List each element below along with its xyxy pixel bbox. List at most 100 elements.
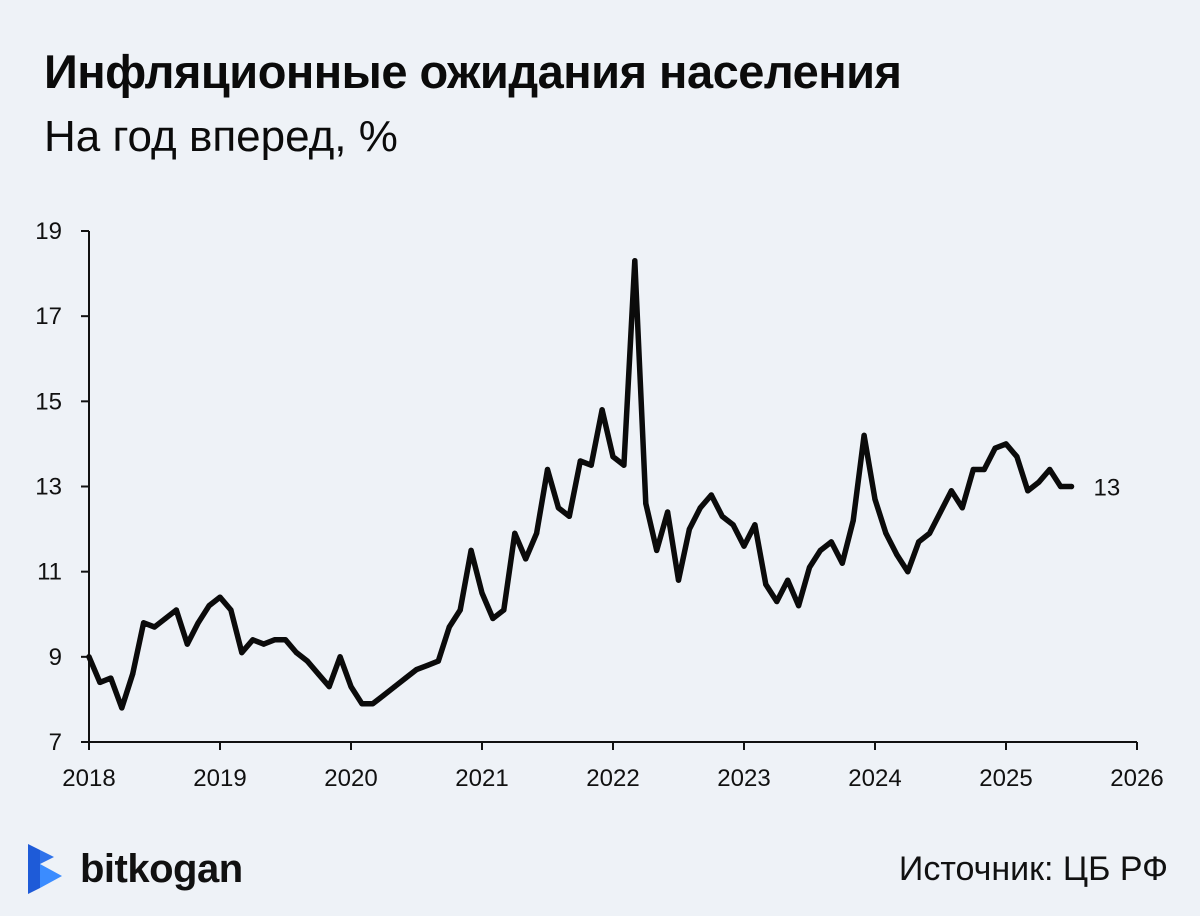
data-point <box>566 513 572 519</box>
data-point <box>261 641 267 647</box>
data-point <box>239 650 245 656</box>
data-point <box>654 547 660 554</box>
data-point <box>86 654 92 660</box>
brand-logo: bitkogan <box>24 842 243 896</box>
data-point <box>850 518 856 524</box>
x-tick-label: 2022 <box>586 765 639 792</box>
data-point <box>544 466 551 473</box>
data-point <box>927 530 933 536</box>
data-point <box>1025 488 1031 494</box>
data-point <box>905 569 911 575</box>
data-point <box>937 509 944 515</box>
chart-series <box>86 258 1075 711</box>
data-point <box>828 539 834 545</box>
data-point <box>861 432 867 438</box>
data-point <box>326 684 332 690</box>
chart-points <box>86 258 1075 711</box>
data-point <box>195 620 201 626</box>
data-point <box>534 530 540 536</box>
data-point <box>599 407 605 413</box>
x-tick-label: 2026 <box>1110 765 1163 792</box>
data-point <box>446 624 452 630</box>
data-point <box>796 603 802 609</box>
data-point <box>894 552 900 558</box>
data-point <box>697 505 703 511</box>
logo-text: bitkogan <box>80 846 243 891</box>
data-point <box>970 466 976 473</box>
data-point <box>359 701 365 707</box>
data-point <box>228 607 234 613</box>
x-tick-label: 2019 <box>193 765 246 792</box>
data-point <box>1036 479 1042 485</box>
data-point <box>730 522 736 528</box>
x-tick-label: 2025 <box>979 765 1032 792</box>
chart-title: Инфляционные ожидания населения <box>44 45 902 98</box>
data-point <box>512 530 518 536</box>
data-point <box>588 462 594 468</box>
end-value-label: 13 <box>1094 475 1121 502</box>
data-point <box>883 530 889 536</box>
data-point <box>403 675 409 681</box>
data-point <box>184 641 190 647</box>
data-point <box>119 705 125 711</box>
data-point <box>315 671 321 677</box>
data-point <box>173 607 179 613</box>
data-point <box>774 598 780 605</box>
data-point <box>916 539 922 545</box>
data-point <box>381 692 387 698</box>
data-point <box>675 577 682 583</box>
data-point <box>621 462 627 468</box>
data-point <box>424 662 430 669</box>
data-point <box>282 637 289 643</box>
y-tick-label: 7 <box>49 729 62 756</box>
data-point <box>785 577 791 583</box>
y-tick-label: 13 <box>35 474 62 501</box>
data-point <box>370 701 376 707</box>
data-point <box>479 590 485 596</box>
data-point <box>108 675 114 681</box>
data-point <box>141 620 147 626</box>
data-point <box>665 509 671 515</box>
data-point <box>468 547 474 554</box>
data-point <box>610 454 616 460</box>
data-point <box>97 679 103 686</box>
y-tick-label: 19 <box>35 218 62 245</box>
data-point <box>741 543 747 549</box>
data-point <box>490 615 496 622</box>
chart-axes <box>88 231 1137 743</box>
data-point <box>337 654 343 660</box>
data-point <box>457 607 463 613</box>
bitkogan-logo-icon <box>28 844 62 894</box>
y-tick-label: 15 <box>35 388 62 415</box>
data-point <box>348 684 354 690</box>
data-point <box>948 488 955 494</box>
data-point <box>763 581 769 588</box>
y-tick-label: 11 <box>37 559 62 586</box>
data-point <box>992 445 998 451</box>
x-tick-label: 2020 <box>324 765 377 792</box>
data-point <box>501 607 507 613</box>
data-point <box>130 671 136 677</box>
x-tick-label: 2023 <box>717 765 770 792</box>
data-point <box>151 624 158 630</box>
y-tick-label: 9 <box>49 644 62 671</box>
data-point <box>206 603 212 609</box>
y-tick-label: 17 <box>35 303 62 330</box>
data-point <box>806 564 813 571</box>
series-line <box>86 258 1075 711</box>
data-point <box>872 496 878 502</box>
x-tick-label: 2018 <box>62 765 115 792</box>
data-point <box>959 505 965 511</box>
data-point <box>413 667 420 673</box>
data-point <box>250 637 256 643</box>
chart-subtitle: На год вперед, % <box>44 112 398 161</box>
x-tick-label: 2021 <box>455 765 508 792</box>
source-note: Источник: ЦБ РФ <box>898 850 1168 888</box>
data-point <box>392 684 398 690</box>
data-point <box>1058 483 1064 490</box>
data-point <box>523 556 529 562</box>
data-point <box>708 492 714 498</box>
data-point <box>555 505 562 511</box>
data-point <box>162 615 168 622</box>
